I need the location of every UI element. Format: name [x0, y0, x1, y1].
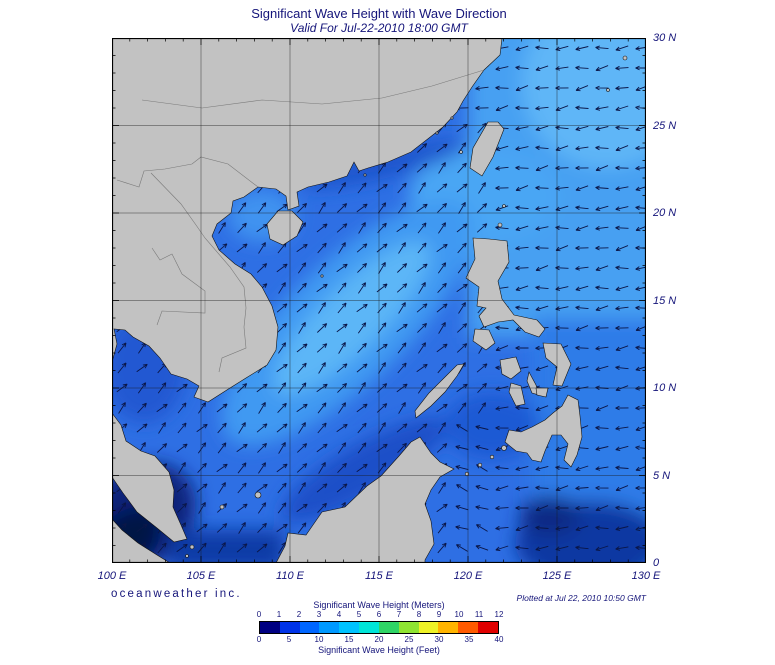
land-malay-peninsula	[112, 412, 188, 543]
land-hainan	[266, 210, 304, 246]
lon-tick-label: 120 E	[453, 570, 483, 582]
feet-tick-label: 10	[314, 635, 324, 644]
graticule	[112, 38, 646, 563]
lat-tick-label: 20 N	[653, 207, 677, 219]
meters-tick-label: 5	[356, 610, 362, 619]
land-luzon	[465, 237, 546, 338]
meters-tick-label: 9	[436, 610, 442, 619]
island-basilan	[501, 445, 507, 451]
colorbar-segment	[319, 622, 340, 633]
island-riau-1	[189, 544, 195, 550]
lon-tick-label: 110 E	[276, 570, 304, 582]
map-frame	[112, 38, 646, 563]
feet-tick-label: 15	[344, 635, 354, 644]
meters-tick-label: 3	[316, 610, 322, 619]
lon-tick-label: 105 E	[186, 570, 216, 582]
feet-tick-label: 35	[464, 635, 474, 644]
feet-tick-label: 0	[256, 635, 262, 644]
land-negros	[508, 382, 526, 407]
meters-tick-label: 12	[494, 610, 504, 619]
oceanweather-credit: oceanweather inc.	[111, 588, 242, 600]
degree-ticks	[112, 38, 646, 563]
island-ryukyu-2	[606, 88, 610, 92]
colorbar-segment	[458, 622, 479, 633]
border-china-vietnam	[116, 156, 259, 188]
land-mindoro	[472, 328, 496, 351]
feet-tick-label: 30	[434, 635, 444, 644]
meters-tick-label: 11	[474, 610, 484, 619]
meters-tick-label: 1	[276, 610, 282, 619]
border-thailand-cambodia	[151, 247, 206, 326]
landmasses	[112, 38, 628, 563]
lat-tick-label: 10 N	[653, 382, 677, 394]
meters-tick-label: 8	[416, 610, 422, 619]
lat-tick-label: 30 N	[653, 32, 677, 44]
island-sulu-3	[489, 454, 495, 460]
river-china	[141, 69, 485, 109]
colorbar-segment	[418, 622, 439, 633]
land-borneo	[275, 436, 455, 563]
meters-tick-label: 6	[376, 610, 382, 619]
island-paracel	[320, 274, 324, 278]
colorbar-segment	[339, 622, 360, 633]
colorbar-segment	[299, 622, 320, 633]
colorbar-segment	[359, 622, 379, 633]
meters-tick-label: 4	[336, 610, 342, 619]
island-penghu	[459, 150, 463, 154]
lon-tick-label: 125 E	[542, 570, 572, 582]
lat-tick-label: 5 N	[653, 469, 671, 482]
colorbar-segment	[438, 622, 459, 633]
feet-tick-label: 40	[494, 635, 504, 644]
lon-tick-label: 100 E	[97, 570, 127, 582]
island-china-coast-1	[450, 116, 454, 120]
island-babuyan	[497, 222, 503, 228]
island-natuna	[254, 491, 262, 499]
island-batanes	[502, 204, 506, 208]
lat-tick-label: 0	[653, 557, 660, 569]
island-anambas	[219, 504, 225, 510]
plotted-timestamp: Plotted at Jul 22, 2010 10:50 GMT	[516, 593, 646, 603]
colorbar-segment	[478, 622, 498, 633]
meters-tick-label: 10	[454, 610, 464, 619]
colorbar-segment	[260, 622, 280, 633]
land-palawan	[414, 363, 465, 419]
map-canvas	[112, 38, 646, 563]
meters-tick-label: 7	[396, 610, 402, 619]
land-panay	[499, 356, 522, 380]
lat-tick-label: 15 N	[653, 294, 677, 307]
meters-tick-label: 0	[256, 610, 262, 619]
colorbar-feet-ticks: 0 5 10 15 20 25 30 35 40	[256, 635, 504, 645]
land-mindanao	[504, 394, 583, 468]
lat-tick-label: 25 N	[653, 119, 677, 132]
island-ryukyu-1	[622, 55, 628, 61]
meters-tick-label: 2	[296, 610, 302, 619]
colorbar-segment	[378, 622, 399, 633]
feet-tick-label: 20	[374, 635, 384, 644]
page-title: Significant Wave Height with Wave Direct…	[251, 6, 507, 21]
colorbar-segment	[279, 622, 300, 633]
colorbar-meters-ticks: 0 1 2 3 4 5 6 7 8 9 10 11 12	[256, 610, 504, 620]
land-sumatra	[112, 518, 171, 563]
inland-borders	[116, 69, 485, 373]
colorbar-segment	[398, 622, 419, 633]
lon-tick-label: 115 E	[365, 570, 393, 582]
valid-time-subtitle: Valid For Jul-22-2010 18:00 GMT	[290, 21, 468, 35]
feet-tick-label: 25	[404, 635, 414, 644]
island-hongkong	[363, 173, 367, 177]
colorbar-meters-label: Significant Wave Height (Meters)	[313, 600, 445, 610]
island-sulu-2	[477, 462, 483, 468]
island-riau-2	[185, 554, 189, 558]
lon-tick-label: 130 E	[631, 570, 661, 582]
colorbar-gradient	[259, 621, 499, 634]
colorbar-feet-label: Significant Wave Height (Feet)	[318, 645, 440, 655]
border-vietnam-laos	[150, 172, 247, 373]
island-china-coast-2	[435, 131, 439, 135]
feet-tick-label: 5	[286, 635, 292, 644]
